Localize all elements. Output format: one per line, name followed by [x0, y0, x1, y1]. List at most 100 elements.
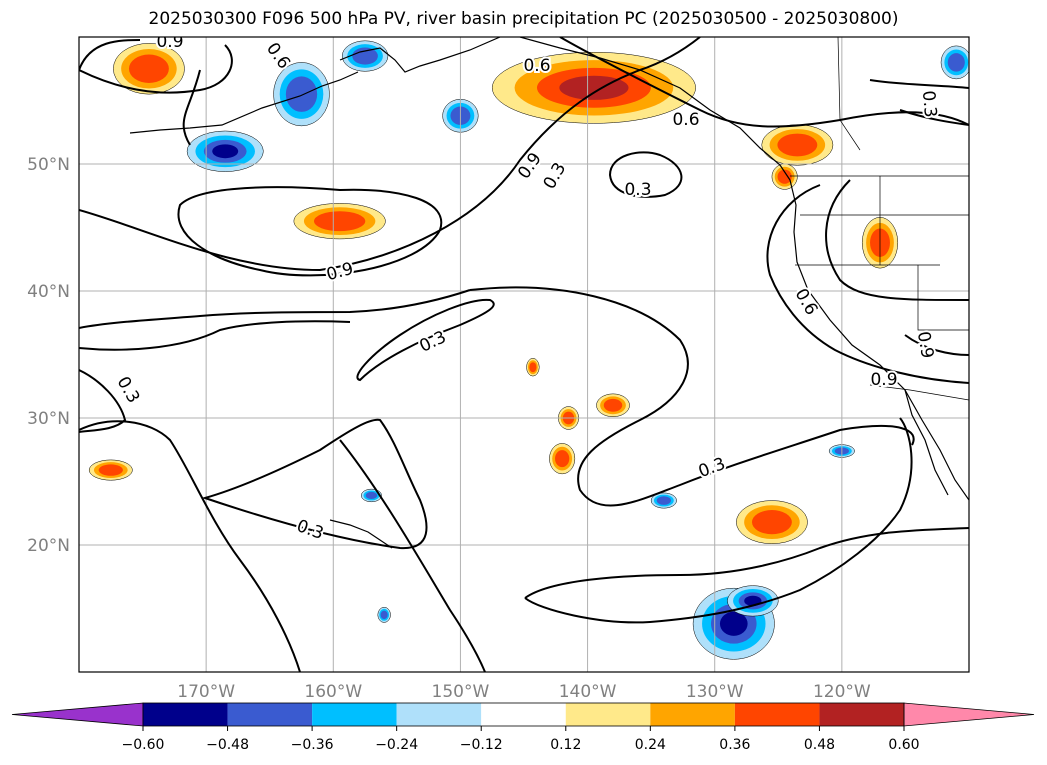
precip-blob-11-level-2 [947, 53, 965, 72]
lon-tick-label-0: 170°W [177, 682, 235, 702]
precip-shading [88, 40, 969, 660]
precip-blob-9 [771, 163, 798, 190]
colorbar-tick-label-1: −0.48 [206, 737, 249, 753]
precip-blob-18 [650, 492, 677, 509]
contour-03-southeast-2 [524, 417, 913, 624]
precip-blob-9-level-2 [777, 169, 792, 184]
precip-blob-6-level-2 [98, 464, 123, 476]
colorbar: −0.60 −0.48 −0.36 −0.24 −0.12 0.12 0.24 0.36 0.4… [11, 702, 1035, 753]
gulf-alaska-coast [519, 37, 791, 181]
colorbar-tick-label-4: −0.12 [460, 737, 503, 753]
precip-blob-8-level-2 [777, 133, 818, 157]
baja-peninsula [904, 389, 949, 496]
precip-blob-2-level-2 [285, 76, 318, 112]
contour-low-loop [182, 69, 201, 146]
colorbar-segment-4 [481, 703, 566, 726]
graticule [79, 37, 969, 672]
contour-06-east [825, 179, 969, 301]
lat-tick-label-3: 50°N [27, 155, 70, 175]
contour-03-hawaii [201, 418, 428, 550]
alaska-coast [339, 37, 501, 73]
precip-blob-20-level-2 [380, 610, 388, 620]
contour-label-13: 0.9 [870, 370, 897, 390]
precip-blob-18-level-2 [656, 496, 671, 505]
colorbar-tick-label-7: 0.36 [719, 737, 750, 753]
contour-03-ne-2 [899, 109, 969, 126]
colorbar-segment-5 [565, 703, 651, 726]
latitude-tick-labels: 20°N 30°N 40°N 50°N [27, 155, 70, 556]
precip-blob-8 [761, 124, 834, 166]
precip-blob-0-level-2 [128, 54, 169, 83]
contour-03-south [339, 439, 486, 672]
precip-blob-19 [361, 488, 382, 503]
precip-blob-1 [186, 130, 264, 172]
precip-blob-12 [526, 358, 540, 377]
precip-blob-16-level-2 [751, 510, 792, 535]
contour-label-2: 0.6 [523, 56, 550, 76]
colorbar-tick-label-2: −0.36 [291, 737, 334, 753]
contour-03-left [79, 369, 127, 433]
lon-tick-label-1: 160°W [304, 682, 362, 702]
contour-upper-left [79, 39, 141, 71]
colorbar-segment-1 [227, 703, 313, 726]
precip-blob-14 [596, 393, 630, 417]
colorbar-tick-label-3: −0.24 [375, 737, 418, 753]
plot-frame [78, 36, 970, 673]
precip-blob-5-level-2 [314, 211, 366, 232]
contour-03-center [469, 286, 915, 507]
lon-tick-label-4: 130°W [686, 682, 744, 702]
contour-alaska-loop [79, 44, 233, 94]
colorbar-tick-label-0: −0.60 [122, 737, 165, 753]
precip-blob-11 [940, 45, 969, 80]
pv-contours [79, 37, 969, 672]
contour-03-west [79, 420, 301, 672]
contour-label-0: 0.9 [156, 32, 183, 52]
hawaii-islands [329, 519, 393, 549]
precip-blob-15-level-2 [555, 450, 570, 468]
lon-tick-label-5: 120°W [813, 682, 871, 702]
precip-blob-6 [88, 459, 133, 481]
precip-blob-15 [549, 443, 576, 475]
precip-blob-2 [273, 62, 330, 127]
precip-blob-1-level-3 [212, 144, 239, 159]
lat-tick-label-0: 20°N [27, 536, 70, 556]
colorbar-segment-3 [396, 703, 482, 726]
contour-09-east-2 [904, 334, 969, 356]
contour-03-mid [79, 320, 351, 351]
precip-blob-20 [377, 606, 391, 623]
us-mexico-border [869, 384, 969, 401]
colorbar-tick-label-6: 0.24 [635, 737, 666, 753]
contour-label-14: 0.6 [672, 110, 699, 130]
colorbar-frame [142, 702, 905, 727]
colorbar-tick-label-5: 0.12 [550, 737, 581, 753]
precip-blob-19-level-2 [365, 491, 378, 500]
lon-tick-label-3: 140°W [559, 682, 617, 702]
precip-blob-5 [293, 203, 386, 240]
contour-03-southeast [524, 527, 969, 599]
colorbar-tick-label-9: 0.60 [888, 737, 919, 753]
colorbar-extend-max [903, 702, 1035, 727]
precip-blob-21-level-3 [719, 611, 748, 636]
contour-label-4: 0.3 [624, 180, 651, 200]
state-line-4 [917, 265, 969, 331]
colorbar-segment-6 [650, 703, 735, 726]
precip-blob-3-level-2 [352, 47, 378, 65]
lat-tick-label-2: 40°N [27, 282, 70, 302]
colorbar-tick-label-8: 0.48 [804, 737, 835, 753]
contour-09-east [766, 184, 969, 384]
colorbar-segment-0 [143, 703, 228, 726]
contour-03-ne [869, 79, 969, 89]
precip-blob-14-level-2 [603, 398, 623, 412]
contour-09-mid [79, 289, 471, 329]
contour-03-oval [356, 298, 495, 382]
lon-tick-label-2: 150°W [432, 682, 490, 702]
colorbar-segment-7 [734, 703, 820, 726]
aleutian-chain [129, 71, 359, 134]
lat-tick-label-1: 30°N [27, 409, 70, 429]
chart-title: 2025030300 F096 500 hPa PV, river basin … [148, 9, 899, 29]
contour-09-main [79, 37, 701, 272]
precip-blob-12-level-2 [529, 362, 537, 373]
contour-06-upper [559, 37, 969, 128]
precip-blob-0 [113, 43, 185, 95]
